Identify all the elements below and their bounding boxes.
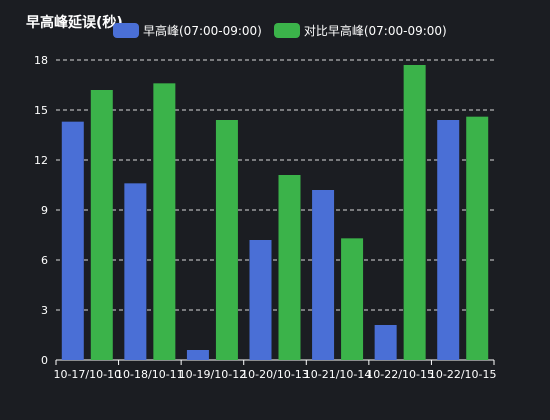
- bar-series-1: [437, 120, 460, 360]
- chart-legend: 早高峰(07:00-09:00) 对比早高峰(07:00-09:00): [113, 22, 459, 39]
- bar-series-1: [249, 240, 272, 360]
- x-tick-label: 10-22/10-15: [366, 368, 434, 381]
- x-tick-label: 10-22/10-15: [429, 368, 497, 381]
- bar-series-2: [341, 238, 364, 360]
- x-tick-label: 10-19/10-12: [179, 368, 247, 381]
- bar-series-2: [153, 83, 176, 360]
- x-tick-label: 10-21/10-14: [304, 368, 372, 381]
- x-tick-label: 10-17/10-10: [53, 368, 121, 381]
- bar-series-2: [278, 175, 301, 360]
- y-tick-label: 3: [41, 304, 48, 317]
- bar-series-2: [403, 65, 426, 360]
- bar-series-1: [312, 190, 335, 360]
- bar-series-1: [186, 350, 209, 360]
- bar-series-1: [61, 121, 84, 361]
- legend-item-series-2[interactable]: 对比早高峰(07:00-09:00): [273, 22, 447, 39]
- bar-series-2: [90, 90, 113, 360]
- legend-label-series-2: 对比早高峰(07:00-09:00): [303, 24, 447, 38]
- y-tick-label: 0: [41, 354, 48, 367]
- y-tick-label: 9: [41, 204, 48, 217]
- bar-series-2: [215, 120, 238, 360]
- bar-series-1: [374, 325, 397, 360]
- y-tick-label: 12: [34, 154, 48, 167]
- legend-item-series-1[interactable]: 早高峰(07:00-09:00): [113, 22, 262, 39]
- legend-swatch-series-1: [113, 23, 139, 38]
- chart-title: 早高峰延误(秒): [26, 15, 123, 31]
- legend-label-series-1: 早高峰(07:00-09:00): [143, 24, 262, 38]
- y-tick-label: 15: [34, 104, 48, 117]
- legend-swatch-series-2: [273, 23, 300, 38]
- x-tick-label: 10-20/10-13: [241, 368, 309, 381]
- bar-series-2: [466, 116, 489, 361]
- y-tick-label: 6: [41, 254, 48, 267]
- y-tick-label: 18: [34, 54, 48, 67]
- bar-series-1: [124, 183, 147, 360]
- x-tick-label: 10-18/10-11: [116, 368, 184, 381]
